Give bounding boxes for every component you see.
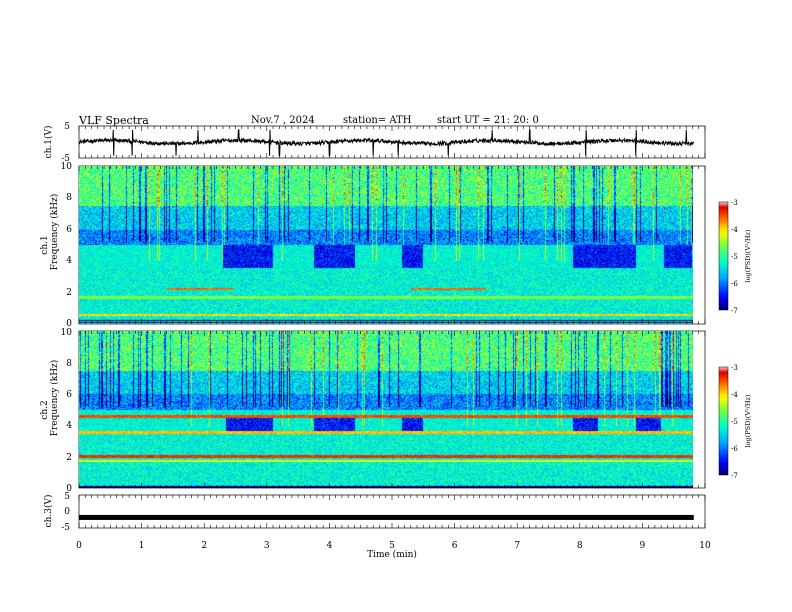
ch1-waveform-panel: 5 -5 ch.1(V) — [43, 122, 706, 164]
xtick-5: 5 — [389, 541, 395, 551]
ch1-colorbar: -3 -4 -5 -6 -7 log(PSD)(V²/Hz) — [718, 199, 752, 315]
ch2-ytick-6: 6 — [66, 390, 72, 400]
ch1-ylabel: ch.1(V) — [43, 126, 54, 159]
ch2-colorbar-tick-m7: -7 — [731, 472, 738, 480]
ch2-colorbar-tick-m4: -4 — [731, 391, 738, 399]
xtick-0: 0 — [76, 541, 82, 551]
ch2-ytick-2: 2 — [66, 453, 72, 463]
xtick-1: 1 — [139, 541, 145, 551]
xtick-2: 2 — [201, 541, 207, 551]
ch1-spectrogram-panel: 0 2 4 6 8 10 ch.1 Frequency (kHz) — [40, 162, 706, 329]
ch1-colorbar-tick-m4: -4 — [731, 226, 738, 234]
ch1-spectrogram-ticks — [78, 166, 706, 324]
start-time-label: start UT = 21: 20: 0 — [437, 115, 539, 126]
ch1-ytick-2: 2 — [66, 288, 72, 298]
station-label: station= ATH — [343, 115, 412, 126]
ch3-waveform-panel: 5 0 -5 ch.3(V) — [43, 492, 706, 533]
ch2-ylabel-line1: ch.2 — [40, 400, 50, 419]
ch3-waveform-trace — [79, 514, 694, 520]
ch1-colorbar-tick-m6: -6 — [731, 280, 738, 288]
ch1-waveform-trace — [78, 129, 695, 157]
date-label: Nov.7 , 2024 — [251, 115, 315, 126]
ch1-tick-marks — [78, 126, 706, 158]
ch1-colorbar-tick-m5: -5 — [731, 253, 738, 261]
ch2-colorbar-label: log(PSD)(V²/Hz) — [744, 394, 752, 447]
ch1-ytick-6: 6 — [66, 225, 72, 235]
ch1-colorbar-gradient — [718, 201, 729, 311]
x-axis-label: Time (min) — [367, 549, 417, 560]
ch1-spectrogram-image — [79, 166, 693, 324]
xtick-7: 7 — [514, 541, 520, 551]
ch2-ytick-0: 0 — [66, 484, 72, 494]
ch2-spectrogram-panel: 0 2 4 6 8 10 ch.2 Frequency (kHz) — [40, 328, 706, 494]
xtick-9: 9 — [640, 541, 646, 551]
ch1-yticks: 0 2 4 6 8 10 — [61, 162, 73, 329]
ch3-ylabel: ch.3(V) — [43, 495, 54, 528]
ch2-yticks: 0 2 4 6 8 10 — [61, 328, 73, 494]
ch2-spectrogram-image — [79, 331, 693, 488]
figure-title: VLF Spectra — [79, 114, 149, 127]
time-axis: 0 1 2 3 4 5 6 7 8 9 10 Time (min) — [76, 541, 711, 560]
ch2-ytick-10: 10 — [61, 328, 73, 338]
ch1-ytick-0: 0 — [66, 319, 72, 329]
ch2-ylabel-line2: Frequency (kHz) — [49, 360, 60, 437]
ch2-colorbar: -3 -4 -5 -6 -7 log(PSD)(V²/Hz) — [718, 364, 752, 480]
ch2-colorbar-tick-m3: -3 — [731, 364, 738, 372]
xtick-10: 10 — [699, 541, 711, 551]
ch1-ytick-bottom: -5 — [61, 154, 70, 164]
ch3-tick-marks — [78, 495, 706, 528]
ch3-ytick-bottom: -5 — [61, 523, 70, 533]
ch1-ytick-10: 10 — [61, 162, 73, 172]
xtick-3: 3 — [264, 541, 270, 551]
ch1-ylabel-line2: Frequency (kHz) — [49, 194, 60, 271]
ch2-spectrogram-ticks — [78, 331, 706, 488]
ch1-ylabel-line1: ch.1 — [40, 235, 50, 254]
ch2-ytick-4: 4 — [66, 421, 72, 431]
ch1-colorbar-label: log(PSD)(V²/Hz) — [744, 229, 752, 282]
ch2-colorbar-gradient — [718, 366, 729, 476]
ch1-ytick-4: 4 — [66, 256, 72, 266]
ch1-ytick-top: 5 — [64, 122, 70, 132]
ch3-ytick-top: 5 — [64, 492, 70, 502]
xtick-8: 8 — [577, 541, 583, 551]
ch2-ytick-8: 8 — [66, 359, 72, 369]
xtick-6: 6 — [452, 541, 458, 551]
ch1-colorbar-tick-m7: -7 — [731, 307, 738, 315]
xtick-4: 4 — [327, 541, 333, 551]
ch2-colorbar-tick-m5: -5 — [731, 418, 738, 426]
ch2-colorbar-tick-m6: -6 — [731, 445, 738, 453]
ch1-ytick-8: 8 — [66, 193, 72, 203]
ch1-colorbar-tick-m3: -3 — [731, 199, 738, 207]
ch3-ytick-mid: 0 — [64, 507, 70, 517]
